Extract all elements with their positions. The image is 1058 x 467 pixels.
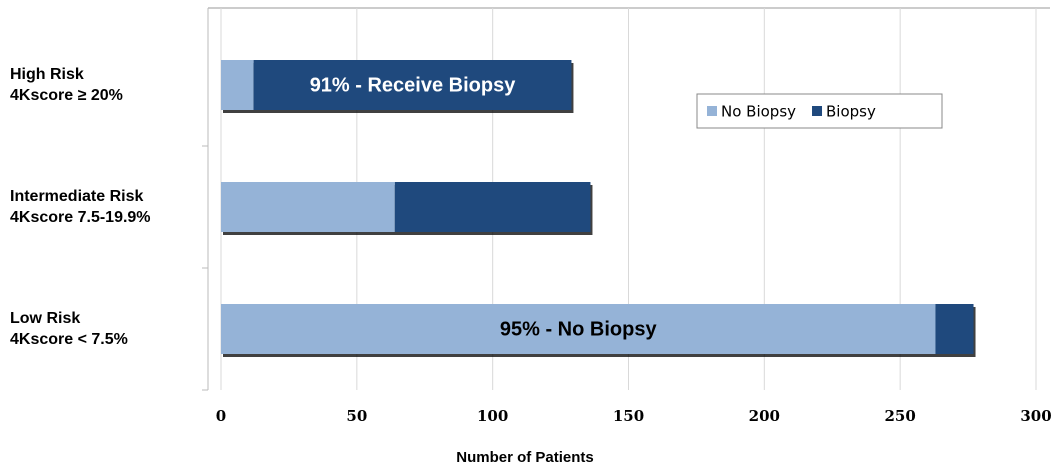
- x-tick-label: 100: [477, 407, 508, 425]
- x-tick-label: 250: [885, 407, 916, 425]
- y-tick-label: Intermediate Risk: [10, 188, 143, 205]
- annotation: 95% - No Biopsy: [500, 318, 658, 340]
- y-tick-label: High Risk: [10, 66, 84, 83]
- bar: [221, 304, 936, 354]
- x-tick-label: 50: [346, 407, 367, 425]
- legend-label: No Biopsy: [721, 103, 796, 121]
- annotation: 91% - Receive Biopsy: [310, 74, 517, 96]
- bar: [935, 304, 974, 354]
- x-tick-label: 300: [1020, 407, 1051, 425]
- y-tick-label: 4Kscore 7.5-19.9%: [10, 209, 151, 226]
- legend-swatch: [812, 106, 823, 116]
- y-tick-label: 4Kscore ≥ 20%: [10, 87, 123, 104]
- bar: [253, 60, 572, 110]
- x-tick-label: 150: [613, 407, 644, 425]
- x-tick-label: 0: [216, 407, 226, 425]
- x-axis-label: Number of Patients: [456, 449, 594, 466]
- y-tick-label: Low Risk: [10, 310, 80, 327]
- x-tick-label: 200: [749, 407, 780, 425]
- legend-label: Biopsy: [826, 103, 876, 121]
- y-tick-label: 4Kscore < 7.5%: [10, 331, 128, 348]
- bar: [221, 182, 395, 232]
- bar: [394, 182, 591, 232]
- bar: [221, 60, 254, 110]
- legend-swatch: [707, 106, 717, 116]
